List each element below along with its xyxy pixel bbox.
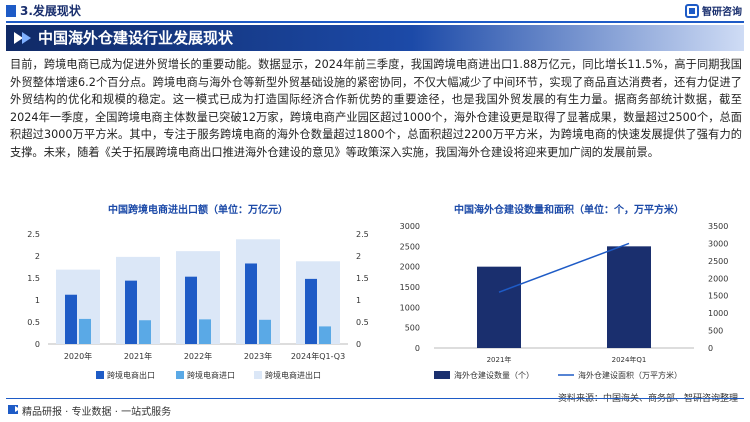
bar-import [139,320,151,344]
y-tick-label-right: 1000 [708,309,728,318]
x-tick-label: 2021年 [487,355,512,364]
chart2-title: 中国海外仓建设数量和面积（单位：个，万平方米） [454,205,684,216]
bar-import [259,319,271,344]
chart1-title: 中国跨境电商进出口额（单位：万亿元） [108,205,288,216]
x-tick-label: 2023年 [244,351,272,361]
y-tick-label-left: 2000 [400,263,420,272]
bar-import [79,318,91,344]
y-tick-label-left: 1000 [400,303,420,312]
y-tick-label-right: 3500 [708,222,728,231]
bar-import [199,319,211,344]
y-tick-label-left: 500 [405,324,420,333]
top-divider [6,21,744,23]
footer-play-icon [8,405,18,414]
bar-total [236,239,280,344]
legend-swatch [254,371,262,379]
bar-export [245,263,257,344]
y-tick-label-left: 1 [35,296,40,305]
play-arrow-icon-secondary [22,32,31,44]
y-tick-label-left: 2500 [400,242,420,251]
y-tick-label-right: 1.5 [356,274,369,283]
bar-export [125,280,137,344]
line-warehouse-area [498,242,630,293]
legend-label: 跨境电商进出口 [265,370,321,380]
legend-swatch [434,371,450,379]
chart2-overseas-warehouse: 0 500 1000 1500 2000 2500 3000 0 500 1000 1500 2000… [400,222,729,380]
y-tick-label-left: 0 [35,340,40,349]
y-tick-label-right: 1 [356,296,361,305]
page-title: 中国海外仓建设行业发展现状 [38,29,234,47]
title-banner: 中国海外仓建设行业发展现状 [6,25,744,51]
footer-arrow-icon [15,406,20,412]
logo-icon [685,3,699,18]
x-tick-label: 2021年 [124,351,152,361]
bar-import [319,326,331,344]
y-tick-label-left: 1500 [400,283,420,292]
section-marker-icon [6,5,16,17]
y-tick-label-right: 0 [708,344,713,353]
legend-label: 海外仓建设数量（个） [454,370,534,380]
y-tick-label-right: 500 [708,327,723,336]
bar-export [185,276,197,344]
footer-divider [6,398,744,399]
legend-label: 跨境电商出口 [107,370,155,380]
legend-swatch [96,371,104,379]
y-tick-label-right: 2500 [708,257,728,266]
x-tick-label: 2022年 [184,351,212,361]
y-tick-label-left: 0.5 [27,318,40,327]
section-title: 3.发展现状 [20,4,81,18]
x-tick-label: 2024年Q1-Q3 [291,351,345,361]
bar-total [56,269,100,344]
y-tick-label-right: 2 [356,252,361,261]
y-tick-label-right: 1500 [708,292,728,301]
y-tick-label-right: 0.5 [356,318,369,327]
y-tick-label-right: 2.5 [356,230,369,239]
legend-swatch [176,371,184,379]
y-tick-label-left: 2 [35,252,40,261]
y-tick-label-left: 2.5 [27,230,40,239]
y-tick-label-left: 0 [415,344,420,353]
legend-label: 海外仓建设面积（万平方米） [578,370,682,380]
bar-warehouse-count [607,246,651,348]
legend-label: 跨境电商进口 [187,370,235,380]
bar-export [65,294,77,344]
bar-export [305,278,317,344]
footer-text: 精品研报 · 专业数据 · 一站式服务 [22,407,172,418]
source-note: 资料来源：中国海关、商务部、智研咨询整理 [557,394,738,404]
body-paragraph: 目前，跨境电商已成为促进外贸增长的重要动能。数据显示，2024年前三季度，我国跨… [10,58,742,159]
y-tick-label-right: 0 [356,340,361,349]
bar-total [296,261,340,344]
bar-total [116,256,160,344]
x-tick-label: 2024年Q1 [612,355,647,364]
y-tick-label-left: 1.5 [27,274,40,283]
bar-warehouse-count [477,266,521,348]
logo: 智研咨询 [685,3,742,18]
y-tick-label-right: 2000 [708,274,728,283]
bar-total [176,251,220,344]
y-tick-label-right: 3000 [708,239,728,248]
footer: 精品研报 · 专业数据 · 一站式服务 [0,398,750,422]
play-arrow-icon [14,32,23,44]
chart1-cross-border-ecommerce: 0 0.5 1 1.5 2 2.5 0 0.5 1 1.5 2 2.5 2020年 2021年 2022年 2… [27,230,369,380]
x-tick-label: 2020年 [64,351,92,361]
y-tick-label-left: 3000 [400,222,420,231]
top-bar: 3.发展现状 智研咨询 [0,0,750,23]
logo-text: 智研咨询 [702,7,742,18]
